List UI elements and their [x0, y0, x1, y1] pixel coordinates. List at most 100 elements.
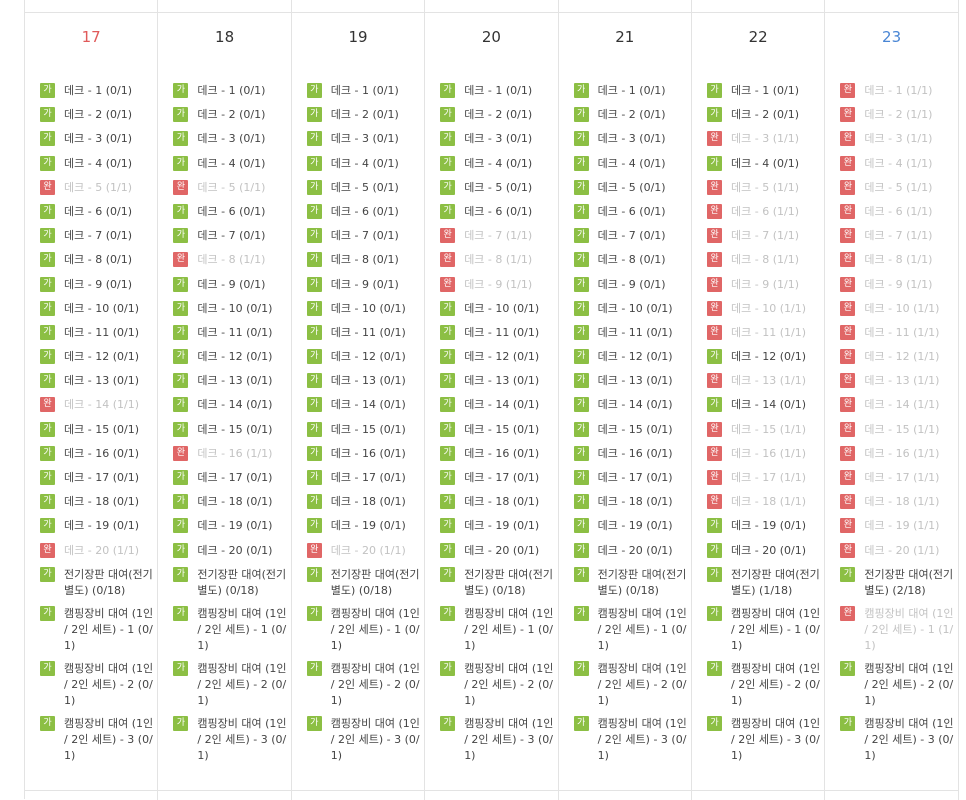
reservation-item[interactable]: 가 캠핑장비 대여 (1인 / 2인 세트) - 2 (0/1) [707, 660, 820, 709]
reservation-item[interactable]: 가 캠핑장비 대여 (1인 / 2인 세트) - 2 (0/1) [173, 660, 287, 709]
reservation-item[interactable]: 가 데크 - 10 (0/1) [573, 300, 687, 317]
reservation-item[interactable]: 가 캠핑장비 대여 (1인 / 2인 세트) - 3 (0/1) [707, 715, 820, 764]
reservation-item[interactable]: 완 데크 - 7 (1/1) [840, 228, 953, 244]
reservation-item[interactable]: 가 전기장판 대여(전기 별도) (0/18) [40, 566, 153, 599]
reservation-item[interactable]: 가 캠핑장비 대여 (1인 / 2인 세트) - 1 (0/1) [306, 605, 420, 654]
reservation-item[interactable]: 가 데크 - 5 (0/1) [306, 179, 420, 196]
reservation-item[interactable]: 가 데크 - 17 (0/1) [173, 470, 286, 486]
reservation-item[interactable]: 가 데크 - 14 (0/1) [573, 397, 687, 413]
reservation-item[interactable]: 가 데크 - 18 (0/1) [440, 494, 553, 510]
reservation-item[interactable]: 가 데크 - 13 (0/1) [40, 373, 153, 389]
reservation-item[interactable]: 완 데크 - 8 (1/1) [707, 252, 820, 268]
reservation-item[interactable]: 가 데크 - 16 (0/1) [440, 445, 553, 462]
reservation-item[interactable]: 가 데크 - 11 (0/1) [40, 324, 153, 341]
reservation-item[interactable]: 가 캠핑장비 대여 (1인 / 2인 세트) - 1 (0/1) [440, 605, 553, 654]
reservation-item[interactable]: 가 캠핑장비 대여 (1인 / 2인 세트) - 1 (0/1) [573, 605, 687, 654]
reservation-item[interactable]: 가 데크 - 20 (0/1) [440, 542, 553, 559]
reservation-item[interactable]: 가 데크 - 6 (0/1) [40, 203, 153, 220]
reservation-item[interactable]: 완 데크 - 17 (1/1) [707, 470, 820, 486]
reservation-item[interactable]: 완 데크 - 9 (1/1) [440, 276, 553, 293]
reservation-item[interactable]: 가 데크 - 12 (0/1) [440, 349, 553, 365]
reservation-item[interactable]: 가 캠핑장비 대여 (1인 / 2인 세트) - 2 (0/1) [840, 660, 954, 709]
reservation-item[interactable]: 가 데크 - 19 (0/1) [306, 518, 420, 534]
reservation-item[interactable]: 가 데크 - 12 (0/1) [40, 349, 153, 365]
reservation-item[interactable]: 가 데크 - 2 (0/1) [40, 107, 153, 123]
reservation-item[interactable]: 가 데크 - 11 (0/1) [306, 324, 420, 341]
reservation-item[interactable]: 가 전기장판 대여(전기 별도) (0/18) [306, 566, 420, 599]
reservation-item[interactable]: 완 데크 - 5 (1/1) [173, 179, 286, 196]
reservation-item[interactable]: 가 데크 - 7 (0/1) [173, 228, 286, 244]
reservation-item[interactable]: 가 캠핑장비 대여 (1인 / 2인 세트) - 3 (0/1) [306, 715, 420, 764]
reservation-item[interactable]: 완 데크 - 7 (1/1) [707, 228, 820, 244]
reservation-item[interactable]: 가 데크 - 19 (0/1) [173, 518, 286, 534]
reservation-item[interactable]: 가 데크 - 4 (0/1) [306, 155, 420, 172]
reservation-item[interactable]: 가 데크 - 18 (0/1) [173, 494, 286, 510]
reservation-item[interactable]: 가 데크 - 3 (0/1) [173, 131, 286, 147]
reservation-item[interactable]: 가 캠핑장비 대여 (1인 / 2인 세트) - 1 (0/1) [40, 605, 153, 654]
reservation-item[interactable]: 가 데크 - 13 (0/1) [173, 373, 286, 389]
reservation-item[interactable]: 완 데크 - 11 (1/1) [840, 324, 953, 341]
reservation-item[interactable]: 가 데크 - 15 (0/1) [440, 421, 553, 438]
reservation-item[interactable]: 가 캠핑장비 대여 (1인 / 2인 세트) - 3 (0/1) [173, 715, 287, 764]
reservation-item[interactable]: 가 데크 - 11 (0/1) [440, 324, 553, 341]
reservation-item[interactable]: 가 캠핑장비 대여 (1인 / 2인 세트) - 2 (0/1) [573, 660, 687, 709]
reservation-item[interactable]: 가 캠핑장비 대여 (1인 / 2인 세트) - 2 (0/1) [306, 660, 420, 709]
reservation-item[interactable]: 가 데크 - 13 (0/1) [440, 373, 553, 389]
reservation-item[interactable]: 가 데크 - 16 (0/1) [40, 445, 153, 462]
reservation-item[interactable]: 가 데크 - 4 (0/1) [40, 155, 153, 172]
reservation-item[interactable]: 완 데크 - 5 (1/1) [840, 179, 953, 196]
reservation-item[interactable]: 완 데크 - 19 (1/1) [840, 518, 953, 534]
reservation-item[interactable]: 가 데크 - 13 (0/1) [573, 373, 687, 389]
reservation-item[interactable]: 가 데크 - 8 (0/1) [306, 252, 420, 268]
reservation-item[interactable]: 완 데크 - 12 (1/1) [840, 349, 953, 365]
reservation-item[interactable]: 가 데크 - 19 (0/1) [40, 518, 153, 534]
reservation-item[interactable]: 가 데크 - 5 (0/1) [573, 179, 687, 196]
reservation-item[interactable]: 가 데크 - 2 (0/1) [573, 107, 687, 123]
reservation-item[interactable]: 가 캠핑장비 대여 (1인 / 2인 세트) - 1 (0/1) [707, 605, 820, 654]
reservation-item[interactable]: 가 데크 - 2 (0/1) [173, 107, 286, 123]
reservation-item[interactable]: 완 데크 - 20 (1/1) [840, 542, 953, 559]
reservation-item[interactable]: 가 데크 - 7 (0/1) [40, 228, 153, 244]
reservation-item[interactable]: 가 데크 - 1 (0/1) [306, 83, 420, 99]
reservation-item[interactable]: 완 데크 - 9 (1/1) [840, 276, 953, 293]
reservation-item[interactable]: 가 캠핑장비 대여 (1인 / 2인 세트) - 2 (0/1) [440, 660, 553, 709]
reservation-item[interactable]: 완 데크 - 5 (1/1) [40, 179, 153, 196]
reservation-item[interactable]: 완 데크 - 16 (1/1) [173, 445, 286, 462]
reservation-item[interactable]: 가 데크 - 17 (0/1) [40, 470, 153, 486]
reservation-item[interactable]: 가 데크 - 11 (0/1) [573, 324, 687, 341]
reservation-item[interactable]: 가 데크 - 18 (0/1) [573, 494, 687, 510]
reservation-item[interactable]: 완 데크 - 17 (1/1) [840, 470, 953, 486]
reservation-item[interactable]: 가 데크 - 17 (0/1) [573, 470, 687, 486]
reservation-item[interactable]: 완 데크 - 20 (1/1) [40, 542, 153, 559]
reservation-item[interactable]: 가 데크 - 15 (0/1) [306, 421, 420, 438]
reservation-item[interactable]: 가 데크 - 18 (0/1) [306, 494, 420, 510]
reservation-item[interactable]: 가 데크 - 16 (0/1) [306, 445, 420, 462]
reservation-item[interactable]: 가 데크 - 12 (0/1) [707, 349, 820, 365]
reservation-item[interactable]: 가 전기장판 대여(전기 별도) (0/18) [173, 566, 286, 599]
reservation-item[interactable]: 완 데크 - 3 (1/1) [707, 131, 820, 147]
reservation-item[interactable]: 가 데크 - 10 (0/1) [40, 300, 153, 317]
reservation-item[interactable]: 가 캠핑장비 대여 (1인 / 2인 세트) - 3 (0/1) [40, 715, 153, 764]
reservation-item[interactable]: 가 전기장판 대여(전기 별도) (2/18) [840, 566, 953, 599]
reservation-item[interactable]: 완 데크 - 6 (1/1) [840, 203, 953, 220]
reservation-item[interactable]: 가 데크 - 3 (0/1) [40, 131, 153, 147]
reservation-item[interactable]: 가 데크 - 1 (0/1) [40, 83, 153, 99]
reservation-item[interactable]: 완 데크 - 20 (1/1) [306, 542, 420, 559]
reservation-item[interactable]: 가 데크 - 5 (0/1) [440, 179, 553, 196]
reservation-item[interactable]: 완 데크 - 15 (1/1) [707, 421, 820, 438]
reservation-item[interactable]: 완 데크 - 15 (1/1) [840, 421, 953, 438]
reservation-item[interactable]: 가 캠핑장비 대여 (1인 / 2인 세트) - 2 (0/1) [40, 660, 153, 709]
reservation-item[interactable]: 가 데크 - 12 (0/1) [306, 349, 420, 365]
reservation-item[interactable]: 가 데크 - 17 (0/1) [440, 470, 553, 486]
reservation-item[interactable]: 가 데크 - 1 (0/1) [440, 83, 553, 99]
reservation-item[interactable]: 완 데크 - 8 (1/1) [173, 252, 286, 268]
reservation-item[interactable]: 완 데크 - 13 (1/1) [840, 373, 953, 389]
reservation-item[interactable]: 가 데크 - 8 (0/1) [573, 252, 687, 268]
reservation-item[interactable]: 가 데크 - 14 (0/1) [173, 397, 286, 413]
reservation-item[interactable]: 완 데크 - 10 (1/1) [840, 300, 953, 317]
reservation-item[interactable]: 가 데크 - 16 (0/1) [573, 445, 687, 462]
reservation-item[interactable]: 가 데크 - 4 (0/1) [707, 155, 820, 172]
reservation-item[interactable]: 가 데크 - 2 (0/1) [707, 107, 820, 123]
reservation-item[interactable]: 가 데크 - 3 (0/1) [306, 131, 420, 147]
reservation-item[interactable]: 완 데크 - 7 (1/1) [440, 228, 553, 244]
